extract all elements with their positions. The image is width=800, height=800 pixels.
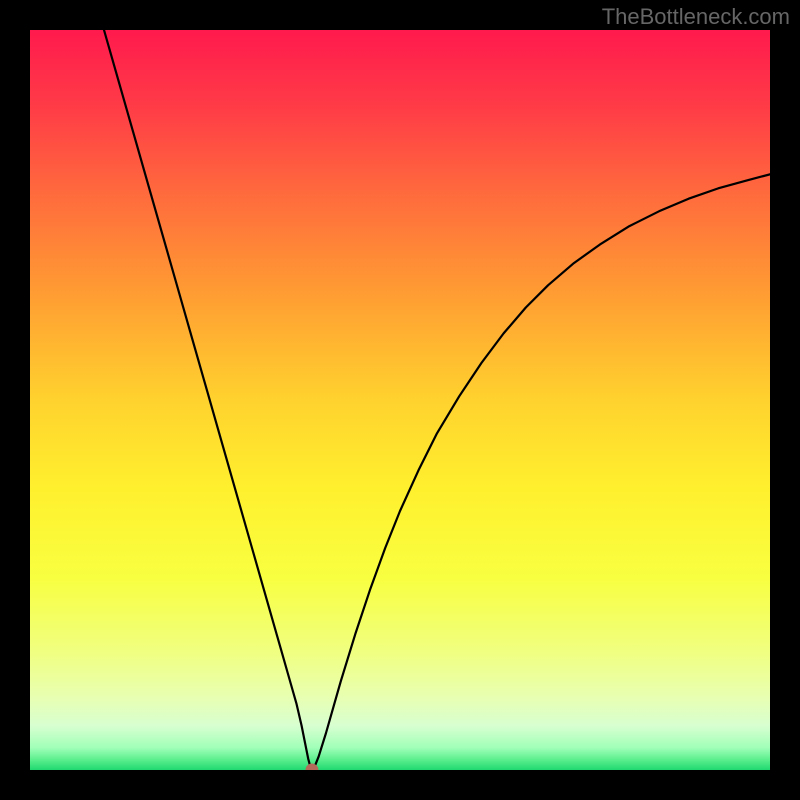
chart-background bbox=[30, 30, 770, 770]
chart-plot-area bbox=[30, 30, 770, 770]
watermark-text: TheBottleneck.com bbox=[602, 4, 790, 30]
chart-svg bbox=[30, 30, 770, 770]
